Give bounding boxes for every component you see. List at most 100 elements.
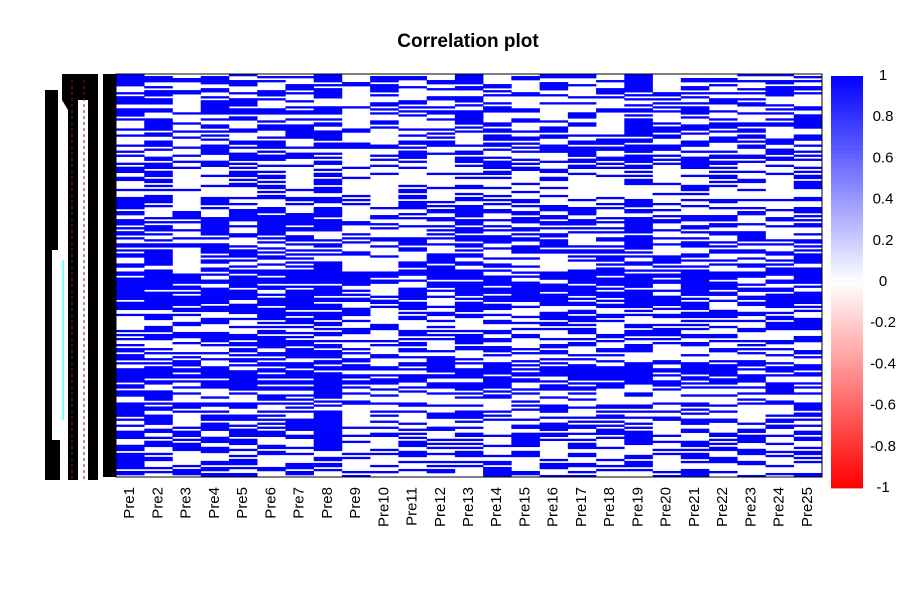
heatmap-cell	[511, 182, 540, 186]
heatmap-cell	[257, 225, 286, 228]
heatmap-cell	[257, 146, 286, 149]
heatmap-cell	[285, 132, 314, 135]
heatmap-cell	[567, 342, 597, 345]
heatmap-cell	[257, 287, 286, 290]
heatmap-cell	[116, 384, 145, 387]
heatmap-cell	[313, 432, 343, 435]
heatmap-cell	[624, 275, 653, 278]
heatmap-cell	[228, 98, 258, 101]
heatmap-cell	[116, 283, 145, 286]
x-tick-label: Pre11	[403, 487, 420, 526]
heatmap-cell	[596, 305, 625, 309]
heatmap-cell	[313, 134, 343, 137]
heatmap-cell	[624, 372, 653, 375]
heatmap-cell	[228, 285, 258, 288]
heatmap-cell	[228, 414, 258, 417]
heatmap-cell	[539, 134, 569, 137]
heatmap-cell	[313, 313, 343, 317]
heatmap-cell	[511, 321, 540, 325]
heatmap-cell	[483, 372, 512, 375]
heatmap-cell	[116, 204, 145, 208]
heatmap-cell	[116, 337, 145, 341]
heatmap-cell	[793, 134, 823, 137]
heatmap-cell	[144, 297, 173, 300]
heatmap-cell	[454, 104, 484, 107]
heatmap-cell	[765, 108, 795, 111]
heatmap-cell	[398, 293, 427, 296]
heatmap-cell	[370, 470, 399, 474]
heatmap-cell	[228, 333, 258, 337]
heatmap-cell	[116, 386, 145, 389]
heatmap-cell	[596, 432, 625, 435]
heatmap-cell	[200, 102, 230, 105]
colorbar-segment	[831, 319, 863, 324]
heatmap-cell	[539, 120, 569, 123]
heatmap-cell	[228, 360, 258, 363]
heatmap-cell	[737, 287, 766, 290]
heatmap-cell	[257, 346, 286, 349]
heatmap-cell	[116, 348, 145, 351]
heatmap-cell	[709, 432, 738, 435]
heatmap-cell	[144, 166, 173, 169]
heatmap-cell	[257, 186, 286, 190]
heatmap-cell	[596, 96, 625, 99]
heatmap-cell	[737, 223, 766, 226]
heatmap-cell	[200, 106, 230, 109]
heatmap-cell	[567, 398, 597, 401]
heatmap-cell	[567, 470, 597, 474]
heatmap-cell	[539, 474, 569, 478]
heatmap-cell	[200, 416, 230, 419]
heatmap-cell	[285, 362, 314, 365]
heatmap-cell	[426, 392, 456, 395]
heatmap-cell	[793, 364, 823, 367]
heatmap-cell	[172, 410, 202, 413]
colorbar-segment	[831, 80, 863, 85]
heatmap-cell	[228, 406, 258, 409]
heatmap-cell	[398, 364, 427, 367]
heatmap-cell	[709, 102, 738, 105]
heatmap-cell	[116, 406, 145, 409]
colorbar-segment	[831, 364, 863, 369]
heatmap-cell	[596, 259, 625, 262]
heatmap-cell	[709, 219, 738, 222]
heatmap-cell	[200, 110, 230, 113]
heatmap-cell	[765, 323, 795, 327]
heatmap-cell	[398, 402, 427, 405]
heatmap-cell	[228, 454, 258, 458]
heatmap-cell	[793, 321, 823, 325]
heatmap-cell	[172, 464, 202, 468]
heatmap-cell	[257, 110, 286, 113]
heatmap-cell	[116, 402, 145, 405]
heatmap-cell	[398, 200, 427, 204]
heatmap-cell	[228, 202, 258, 206]
heatmap-cell	[116, 390, 145, 393]
heatmap-cell	[765, 74, 795, 77]
heatmap-cell	[370, 380, 399, 383]
heatmap-cell	[454, 112, 484, 115]
heatmap-cell	[285, 366, 314, 369]
heatmap-cell	[737, 402, 766, 405]
heatmap-cell	[596, 350, 625, 353]
heatmap-cell	[426, 382, 456, 385]
heatmap-cell	[257, 450, 286, 454]
heatmap-cell	[370, 217, 399, 220]
heatmap-cell	[539, 337, 569, 341]
heatmap-cell	[483, 354, 512, 357]
heatmap-cell	[511, 138, 540, 141]
heatmap-cell	[116, 176, 145, 180]
heatmap-cell	[116, 350, 145, 353]
heatmap-cell	[341, 329, 371, 333]
heatmap-cell	[454, 223, 484, 226]
heatmap-cell	[680, 289, 710, 292]
heatmap-cell	[709, 456, 738, 460]
heatmap-cell	[680, 283, 710, 286]
heatmap-cell	[624, 158, 653, 161]
heatmap-cell	[228, 337, 258, 341]
heatmap-cell	[454, 231, 484, 234]
heatmap-cell	[624, 140, 653, 143]
heatmap-cell	[680, 454, 710, 458]
heatmap-cell	[285, 352, 314, 355]
heatmap-cell	[172, 438, 202, 442]
heatmap-cell	[426, 426, 456, 429]
heatmap-cell	[116, 166, 145, 169]
